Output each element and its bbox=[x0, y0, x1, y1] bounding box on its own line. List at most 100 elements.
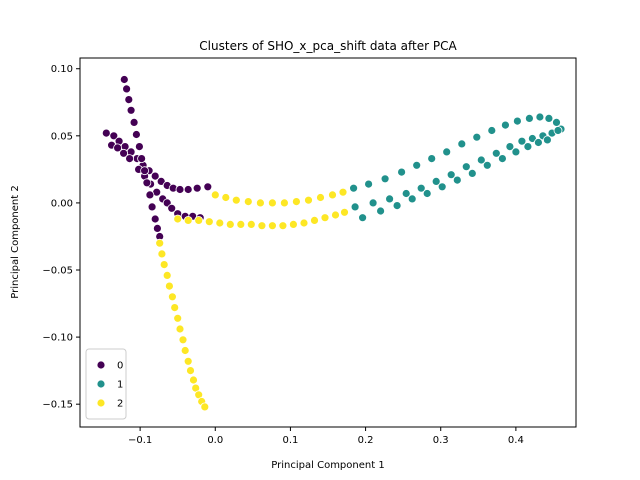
chart-title: Clusters of SHO_x_pca_shift data after P… bbox=[199, 39, 457, 53]
point-series-0 bbox=[113, 143, 122, 153]
points-layer bbox=[101, 75, 566, 412]
point-series-1 bbox=[482, 160, 492, 170]
point-series-2 bbox=[186, 366, 195, 376]
series-1 bbox=[349, 112, 566, 223]
point-series-0 bbox=[129, 118, 139, 127]
point-series-2 bbox=[331, 210, 340, 220]
point-series-1 bbox=[397, 167, 407, 177]
point-series-2 bbox=[310, 215, 319, 225]
point-series-1 bbox=[472, 132, 482, 142]
point-series-2 bbox=[225, 219, 235, 229]
legend-label-2: 2 bbox=[117, 399, 123, 410]
series-2 bbox=[155, 187, 349, 412]
y-tick-label: 0.00 bbox=[51, 198, 73, 209]
point-series-1 bbox=[457, 139, 467, 149]
point-series-2 bbox=[183, 356, 193, 366]
point-series-1 bbox=[523, 142, 533, 152]
point-series-0 bbox=[131, 130, 141, 139]
point-series-1 bbox=[431, 176, 441, 186]
point-series-1 bbox=[461, 162, 471, 172]
point-series-1 bbox=[534, 138, 543, 147]
point-series-0 bbox=[183, 185, 193, 194]
x-tick-label: 0.3 bbox=[433, 435, 449, 446]
point-series-0 bbox=[119, 148, 128, 158]
x-tick-label: 0.0 bbox=[207, 435, 223, 446]
point-series-2 bbox=[180, 346, 190, 355]
point-series-2 bbox=[167, 292, 177, 302]
point-series-1 bbox=[401, 189, 411, 198]
point-series-2 bbox=[338, 187, 348, 197]
point-series-2 bbox=[178, 335, 188, 345]
x-tick-label: 0.2 bbox=[358, 435, 374, 446]
point-series-2 bbox=[215, 218, 225, 228]
point-series-2 bbox=[157, 249, 167, 259]
point-series-1 bbox=[416, 183, 426, 193]
point-series-0 bbox=[145, 190, 155, 200]
point-series-1 bbox=[467, 168, 477, 178]
point-series-0 bbox=[150, 171, 160, 181]
legend-marker-1 bbox=[96, 379, 106, 389]
point-series-1 bbox=[513, 116, 522, 126]
point-series-2 bbox=[194, 215, 204, 225]
y-axis-label: Principal Component 2 bbox=[10, 185, 21, 298]
point-series-1 bbox=[452, 175, 462, 185]
point-series-0 bbox=[175, 185, 185, 194]
legend-label-0: 0 bbox=[117, 361, 123, 372]
point-series-0 bbox=[134, 142, 144, 152]
point-series-2 bbox=[175, 324, 185, 334]
y-tick-label: 0.05 bbox=[51, 131, 73, 142]
point-series-2 bbox=[173, 313, 183, 323]
point-series-2 bbox=[255, 198, 265, 208]
point-series-1 bbox=[412, 160, 422, 170]
point-series-0 bbox=[126, 105, 136, 115]
point-series-2 bbox=[170, 303, 180, 313]
point-series-2 bbox=[279, 198, 289, 208]
point-series-0 bbox=[101, 128, 111, 138]
point-series-2 bbox=[267, 221, 277, 231]
point-series-2 bbox=[267, 198, 277, 208]
point-series-1 bbox=[497, 154, 507, 164]
point-series-1 bbox=[487, 126, 497, 135]
point-series-1 bbox=[376, 206, 386, 216]
point-series-2 bbox=[236, 219, 246, 229]
y-tick-label: −0.15 bbox=[42, 400, 73, 411]
point-series-2 bbox=[162, 270, 172, 280]
point-series-0 bbox=[125, 154, 135, 164]
point-series-2 bbox=[204, 217, 214, 227]
point-series-2 bbox=[164, 281, 174, 291]
point-series-1 bbox=[364, 179, 374, 189]
point-series-1 bbox=[422, 189, 432, 198]
plot-frame bbox=[79, 57, 577, 428]
point-series-2 bbox=[304, 195, 313, 205]
point-series-0 bbox=[147, 202, 157, 212]
point-series-2 bbox=[340, 207, 349, 217]
point-series-2 bbox=[316, 193, 325, 202]
point-series-1 bbox=[491, 148, 501, 158]
point-series-0 bbox=[122, 84, 131, 94]
point-series-1 bbox=[368, 198, 378, 208]
y-tick-label: −0.10 bbox=[42, 333, 73, 344]
point-series-1 bbox=[517, 136, 527, 146]
point-series-0 bbox=[137, 154, 147, 164]
point-series-1 bbox=[392, 201, 402, 211]
point-series-0 bbox=[203, 182, 213, 192]
point-series-2 bbox=[257, 221, 267, 231]
legend: 0 1 2 bbox=[85, 348, 127, 420]
y-axis: −0.15 −0.10 −0.05 0.00 0.05 0.10 bbox=[42, 64, 80, 411]
legend-marker-2 bbox=[96, 398, 106, 408]
point-series-2 bbox=[299, 218, 309, 228]
point-series-0 bbox=[156, 176, 166, 186]
point-series-1 bbox=[505, 142, 515, 152]
y-tick-label: −0.05 bbox=[42, 266, 73, 277]
point-series-1 bbox=[476, 155, 486, 165]
point-series-2 bbox=[278, 221, 288, 231]
point-series-1 bbox=[511, 147, 521, 157]
point-series-1 bbox=[380, 174, 390, 184]
point-series-1 bbox=[385, 194, 395, 204]
point-series-1 bbox=[407, 194, 417, 204]
point-series-2 bbox=[221, 193, 231, 202]
point-series-1 bbox=[528, 134, 537, 143]
point-series-1 bbox=[446, 170, 456, 180]
point-series-2 bbox=[189, 375, 198, 385]
point-series-0 bbox=[109, 131, 119, 141]
